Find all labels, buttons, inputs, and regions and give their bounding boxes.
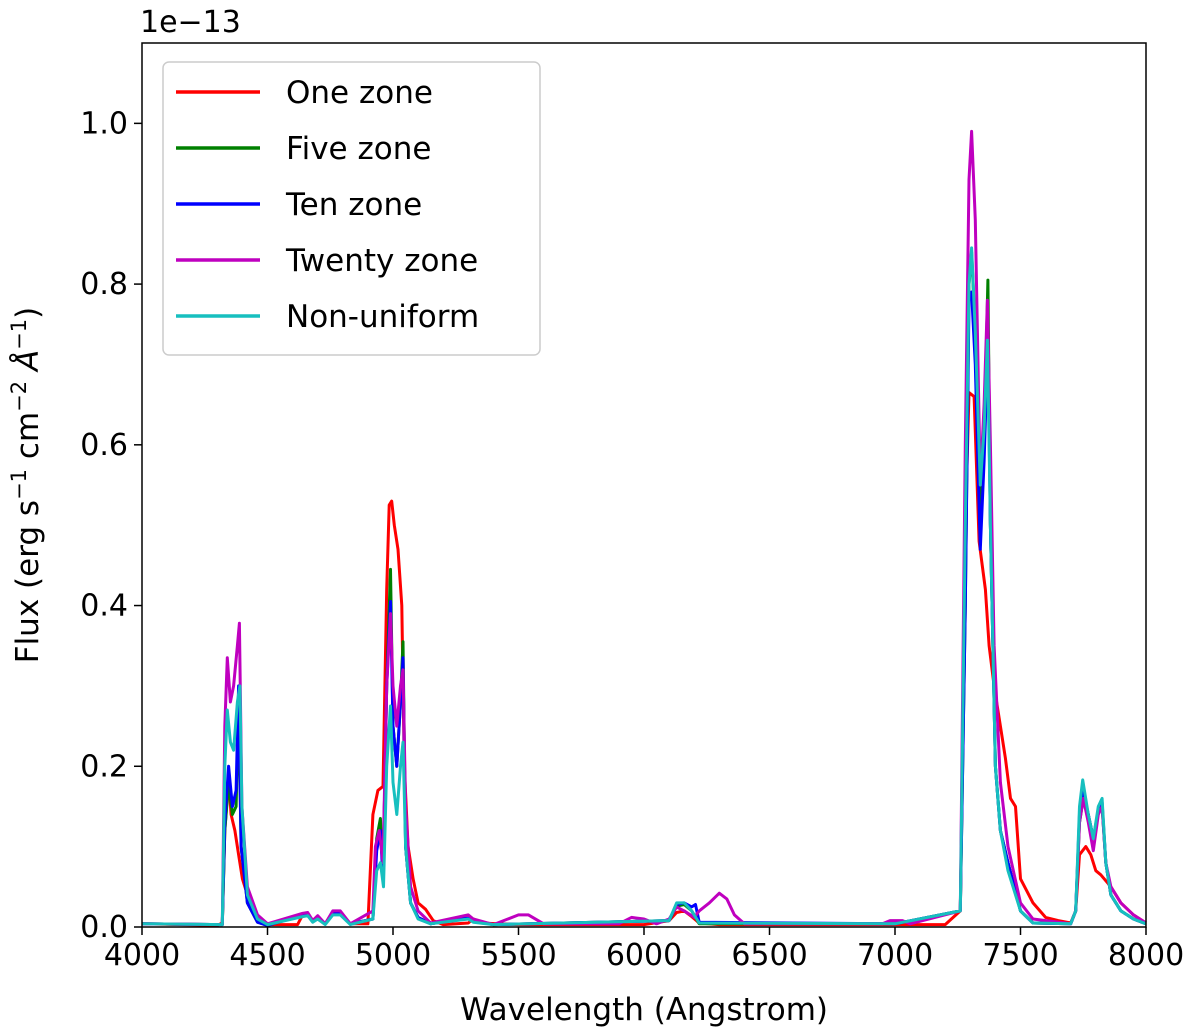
series-line-ten-zone — [141, 290, 1147, 927]
y-tick-label: 0.8 — [80, 267, 128, 302]
y-axis-label-sup2: −2 — [7, 381, 31, 412]
y-tick-label: 0.6 — [80, 428, 128, 463]
x-tick-label: 7000 — [857, 938, 933, 973]
y-tick-label: 1.0 — [80, 106, 128, 141]
x-tick-label: 8000 — [1108, 938, 1184, 973]
y-axis-label-sup1: −1 — [7, 469, 31, 500]
y-tick-label: 0.2 — [80, 749, 128, 784]
x-tick-label: 4500 — [229, 938, 305, 973]
legend: One zone Five zone Ten zone Twenty zone Non-… — [162, 61, 541, 356]
legend-label-twenty-zone: Twenty zone — [285, 243, 478, 279]
legend-label-five-zone: Five zone — [286, 131, 431, 167]
x-tick-label: 7500 — [982, 938, 1058, 973]
x-ticks: 4000 4500 5000 5500 6000 6500 7000 7500 8000 — [104, 927, 1184, 973]
y-axis-label-suffix: ) — [10, 307, 46, 319]
y-axis-label-mid2: Å — [10, 350, 46, 381]
y-axis-label: Flux (erg s−1 cm−2 Å−1) — [7, 307, 46, 664]
series-line-non-uniform — [141, 246, 1147, 927]
x-axis-label: Wavelength (Angstrom) — [460, 992, 828, 1028]
legend-label-non-uniform: Non-uniform — [286, 299, 479, 335]
x-tick-label: 4000 — [104, 938, 180, 973]
legend-box — [162, 61, 541, 356]
x-tick-label: 6500 — [731, 938, 807, 973]
y-tick-label: 0.4 — [80, 589, 128, 624]
x-tick-label: 6000 — [606, 938, 682, 973]
y-axis-label-prefix: Flux (erg s — [10, 500, 46, 663]
y-offset-label: 1e−13 — [140, 5, 241, 40]
legend-label-ten-zone: Ten zone — [285, 187, 422, 223]
y-ticks: 0.0 0.2 0.4 0.6 0.8 1.0 — [80, 106, 142, 945]
legend-label-one-zone: One zone — [286, 75, 433, 111]
series-group — [141, 129, 1147, 927]
x-tick-label: 5000 — [355, 938, 431, 973]
y-tick-label: 0.0 — [80, 910, 128, 945]
x-tick-label: 5500 — [480, 938, 556, 973]
y-axis-label-mid1: cm — [10, 412, 46, 469]
y-axis-label-sup3: −1 — [7, 319, 31, 350]
